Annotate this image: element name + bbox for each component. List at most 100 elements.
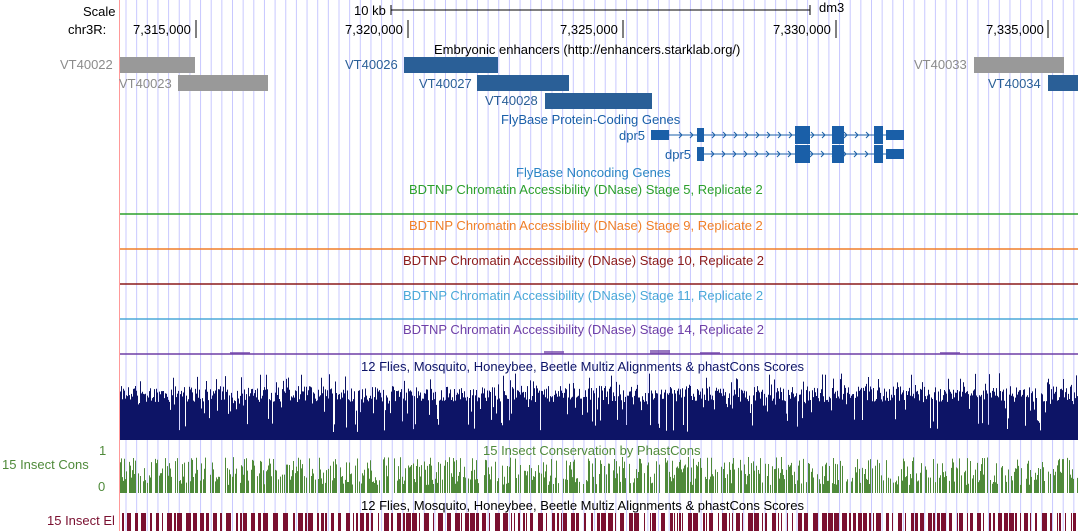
conserved-element (495, 513, 500, 531)
enhancer-item-vt40028[interactable] (545, 93, 652, 109)
enhancer-label-vt40022[interactable]: VT40022 (60, 57, 113, 72)
conserved-element (706, 513, 707, 531)
conserved-element (552, 513, 555, 531)
phastcons-track-title: 15 Insect Conservation by PhastCons (483, 443, 701, 458)
conserved-element (135, 513, 138, 531)
conserved-element (629, 513, 633, 531)
conserved-element (597, 513, 600, 531)
enhancer-item-vt40034[interactable] (1048, 75, 1078, 91)
enhancer-item-vt40033[interactable] (974, 57, 1064, 73)
phastcons-side-label[interactable]: 15 Insect Cons (2, 457, 89, 472)
conserved-element (620, 513, 624, 531)
conserved-element (412, 513, 417, 531)
conserved-element (679, 513, 681, 531)
enhancer-item-vt40027[interactable] (477, 75, 569, 91)
dnase-stage5-title: BDTNP Chromatin Accessibility (DNase) St… (409, 182, 763, 197)
conserved-element (298, 513, 303, 531)
conserved-element (709, 513, 713, 531)
gene-strand-arrow (854, 131, 859, 139)
conserved-element (858, 513, 862, 531)
enhancer-label-vt40027[interactable]: VT40027 (419, 76, 472, 91)
enhancer-label-vt40033[interactable]: VT40033 (914, 57, 967, 72)
conserved-element (563, 513, 567, 531)
conserved-element (538, 513, 543, 531)
multiz-el-side-label[interactable]: 15 Insect El (47, 513, 115, 528)
conserved-element (557, 513, 559, 531)
gene-strand-arrow (777, 131, 782, 139)
conserved-element (1050, 513, 1052, 531)
conserved-element (470, 513, 475, 531)
conserved-element (213, 513, 217, 531)
conserved-element (167, 513, 172, 531)
conserved-element (308, 513, 313, 531)
conserved-element (530, 513, 533, 531)
conserved-element (849, 513, 851, 531)
conserved-element (748, 513, 753, 531)
conserved-element (122, 513, 124, 531)
conserved-element (869, 513, 871, 531)
conserved-element (576, 513, 579, 531)
conserved-element (240, 513, 242, 531)
conserved-element (703, 513, 705, 531)
conserved-element (503, 513, 508, 531)
enhancer-label-vt40034[interactable]: VT40034 (988, 76, 1041, 91)
conserved-element (226, 513, 231, 531)
conserved-element (1004, 513, 1008, 531)
conserved-element (384, 513, 389, 531)
gene-strand-arrow (754, 150, 759, 158)
conserved-element (822, 513, 827, 531)
gene-label-dpr5[interactable]: dpr5 (665, 147, 692, 162)
dnase-stage10-title: BDTNP Chromatin Accessibility (DNase) St… (403, 253, 765, 268)
gene-strand-arrow (809, 150, 814, 158)
conserved-element (765, 513, 767, 531)
conserved-element (438, 513, 443, 531)
ruler-tick-label: 7,315,000 (133, 22, 191, 37)
conserved-element (634, 513, 639, 531)
conserved-element (993, 513, 995, 531)
conserved-element (1009, 513, 1014, 531)
conserved-element (206, 513, 209, 531)
conserved-element (220, 513, 222, 531)
phastcons-y-max: 1 (99, 443, 107, 458)
gene-exon (874, 126, 883, 144)
enhancer-item-vt40026[interactable] (404, 57, 498, 73)
ruler-tick-label: 7,325,000 (560, 22, 618, 37)
conserved-element (419, 513, 420, 531)
enhancer-label-vt40026[interactable]: VT40026 (345, 57, 398, 72)
conserved-element (461, 513, 462, 531)
multiz-signal (120, 373, 1078, 440)
gene-strand-arrow (732, 150, 737, 158)
conserved-element (193, 513, 197, 531)
conserved-element (873, 513, 874, 531)
conserved-element (1030, 513, 1031, 531)
conserved-element (886, 513, 889, 531)
conserved-element (561, 513, 562, 531)
conserved-element (911, 513, 914, 531)
conserved-element (792, 513, 793, 531)
conserved-element (742, 513, 743, 531)
conserved-element (949, 513, 952, 531)
dnase-signal-bump (650, 350, 670, 354)
enhancer-item-vt40022[interactable] (120, 57, 195, 73)
conserved-element (526, 513, 527, 531)
enhancer-label-vt40028[interactable]: VT40028 (485, 93, 538, 108)
conserved-element (356, 513, 358, 531)
phastcons-signal (120, 457, 1078, 493)
enhancer-item-vt40023[interactable] (178, 75, 268, 91)
conserved-element (977, 513, 981, 531)
ruler-tick-label: 7,330,000 (773, 22, 831, 37)
dnase-stage11-title: BDTNP Chromatin Accessibility (DNase) St… (403, 288, 764, 303)
enhancer-label-vt40023[interactable]: VT40023 (119, 76, 172, 91)
dnase-stage9-title: BDTNP Chromatin Accessibility (DNase) St… (409, 218, 763, 233)
conserved-element (652, 513, 656, 531)
conserved-element (762, 513, 763, 531)
ruler-tick-label: 7,320,000 (345, 22, 403, 37)
conserved-element (476, 513, 479, 531)
gene-strand-arrow (743, 150, 748, 158)
flybase-coding-track-title: FlyBase Protein-Coding Genes (501, 112, 681, 127)
conserved-element (331, 513, 334, 531)
gene-label-dpr5[interactable]: dpr5 (619, 128, 646, 143)
conserved-element (722, 513, 727, 531)
